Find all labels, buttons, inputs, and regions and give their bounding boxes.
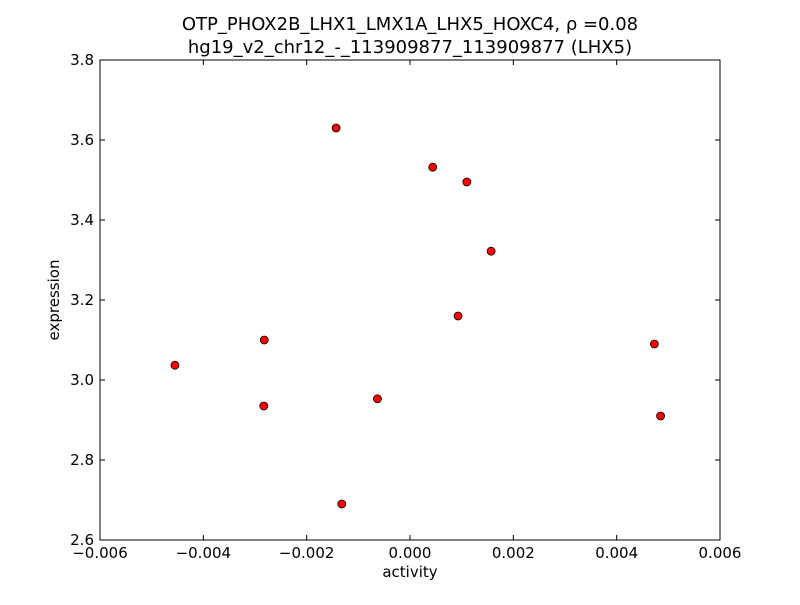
chart-title-line-1: OTP_PHOX2B_LHX1_LMX1A_LHX5_HOXC4, ρ =0.0… [182, 14, 638, 35]
data-point [337, 499, 347, 509]
data-point [486, 246, 496, 256]
data-point [428, 162, 438, 172]
x-tick-label: 0.000 [389, 544, 432, 562]
x-tick-label: −0.002 [279, 544, 335, 562]
data-point [373, 394, 382, 404]
y-tick-label: 2.8 [70, 451, 94, 469]
data-point [259, 401, 269, 411]
data-point [649, 339, 659, 349]
y-tick-label: 3.2 [70, 291, 94, 309]
data-point [170, 360, 180, 370]
plot-frame [99, 59, 721, 541]
data-point [453, 311, 463, 321]
data-point [259, 335, 269, 345]
y-tick-label: 3.8 [70, 51, 94, 69]
y-tick-label: 3.4 [70, 211, 94, 229]
data-point [656, 411, 665, 421]
x-axis-label: activity [382, 563, 437, 581]
y-tick-label: 2.6 [70, 531, 94, 549]
y-tick-label: 3.0 [70, 371, 94, 389]
chart-title-line-2: hg19_v2_chr12_-_113909877_113909877 (LHX… [188, 37, 632, 58]
x-tick-label: 0.004 [595, 544, 638, 562]
plot-area: −0.006 −0.004 −0.002 0.000 0.002 0.004 0.006 2.… [70, 51, 741, 562]
y-axis-label: expression [45, 260, 63, 341]
x-tick-label: −0.006 [72, 544, 128, 562]
x-tick-label: 0.006 [699, 544, 742, 562]
x-tick-label: 0.002 [492, 544, 535, 562]
data-point [462, 177, 472, 187]
x-tick-label: −0.004 [176, 544, 232, 562]
y-tick-label: 3.6 [70, 131, 94, 149]
data-point [331, 123, 341, 133]
